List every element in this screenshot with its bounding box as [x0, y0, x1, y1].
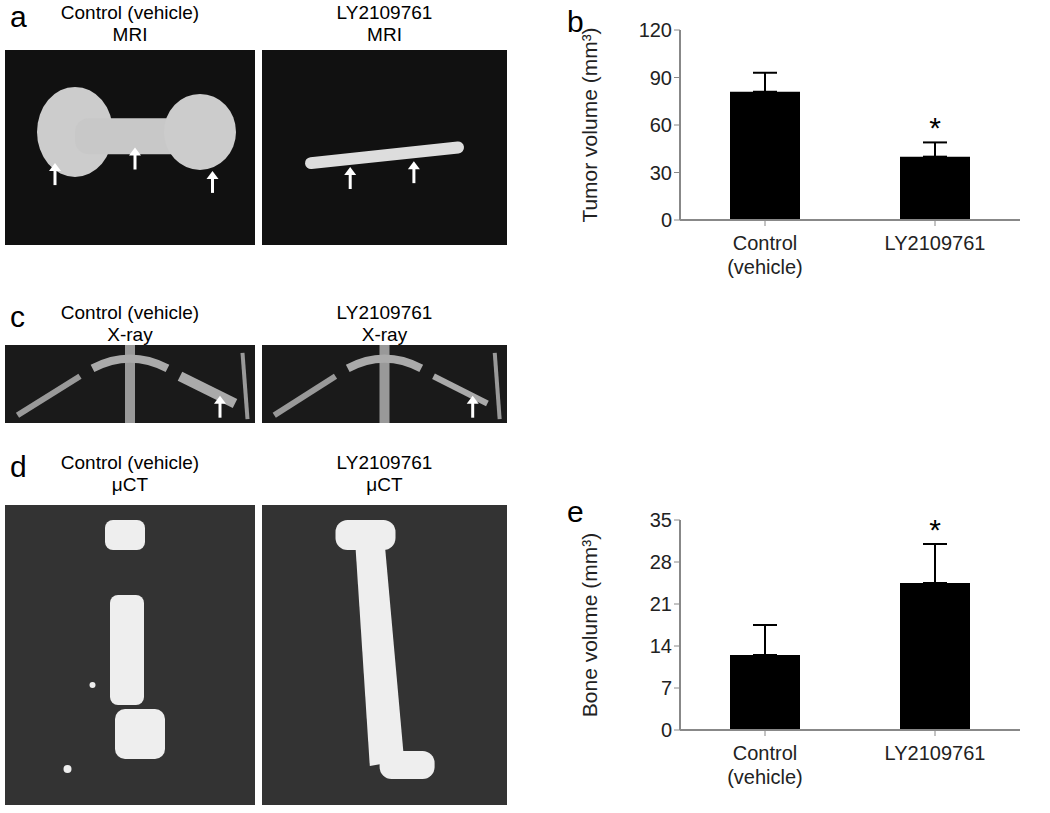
svg-text:14: 14	[650, 635, 672, 657]
html-text:X-ray: X-ray	[107, 324, 153, 345]
svg-text:21: 21	[650, 593, 672, 615]
svg-text:Control(vehicle): Control(vehicle)	[727, 742, 803, 788]
html-text:d: d	[10, 450, 27, 483]
html-text:μCT: μCT	[366, 474, 403, 495]
html-text:Control (vehicle): Control (vehicle)	[60, 452, 200, 473]
svg-text:60: 60	[650, 114, 672, 136]
html-text:MRI: MRI	[112, 24, 148, 45]
svg-text:Tumor volume (mm³): Tumor volume (mm³)	[578, 27, 601, 222]
svg-text:LY2109761: LY2109761	[885, 232, 986, 254]
svg-text:90: 90	[650, 67, 672, 89]
svg-text:120: 120	[639, 19, 672, 41]
html-text:μCT: μCT	[111, 474, 149, 495]
svg-text:7: 7	[661, 677, 672, 699]
html-text:e: e	[567, 495, 584, 528]
svg-text:*: *	[929, 513, 941, 546]
svg-text:0: 0	[661, 209, 672, 231]
html-text:LY2109761: LY2109761	[336, 452, 433, 473]
svg-text:30: 30	[650, 162, 672, 184]
svg-text:LY2109761: LY2109761	[885, 742, 986, 764]
html-text:MRI: MRI	[367, 24, 402, 45]
svg-text:28: 28	[650, 551, 672, 573]
html-text:X-ray: X-ray	[361, 324, 408, 345]
html-text:Control (vehicle): Control (vehicle)	[60, 302, 200, 323]
html-text:LY2109761: LY2109761	[336, 302, 433, 323]
html-text:c: c	[10, 300, 25, 333]
svg-text:Bone volume (mm³): Bone volume (mm³)	[578, 533, 601, 717]
svg-text:Control(vehicle): Control(vehicle)	[727, 232, 803, 278]
html-text:a: a	[10, 0, 27, 33]
html-text:b: b	[567, 5, 584, 38]
html-text:Control (vehicle): Control (vehicle)	[60, 2, 200, 23]
html-text:LY2109761: LY2109761	[336, 2, 433, 23]
svg-text:35: 35	[650, 509, 672, 531]
svg-text:0: 0	[661, 719, 672, 741]
svg-text:*: *	[929, 111, 941, 144]
